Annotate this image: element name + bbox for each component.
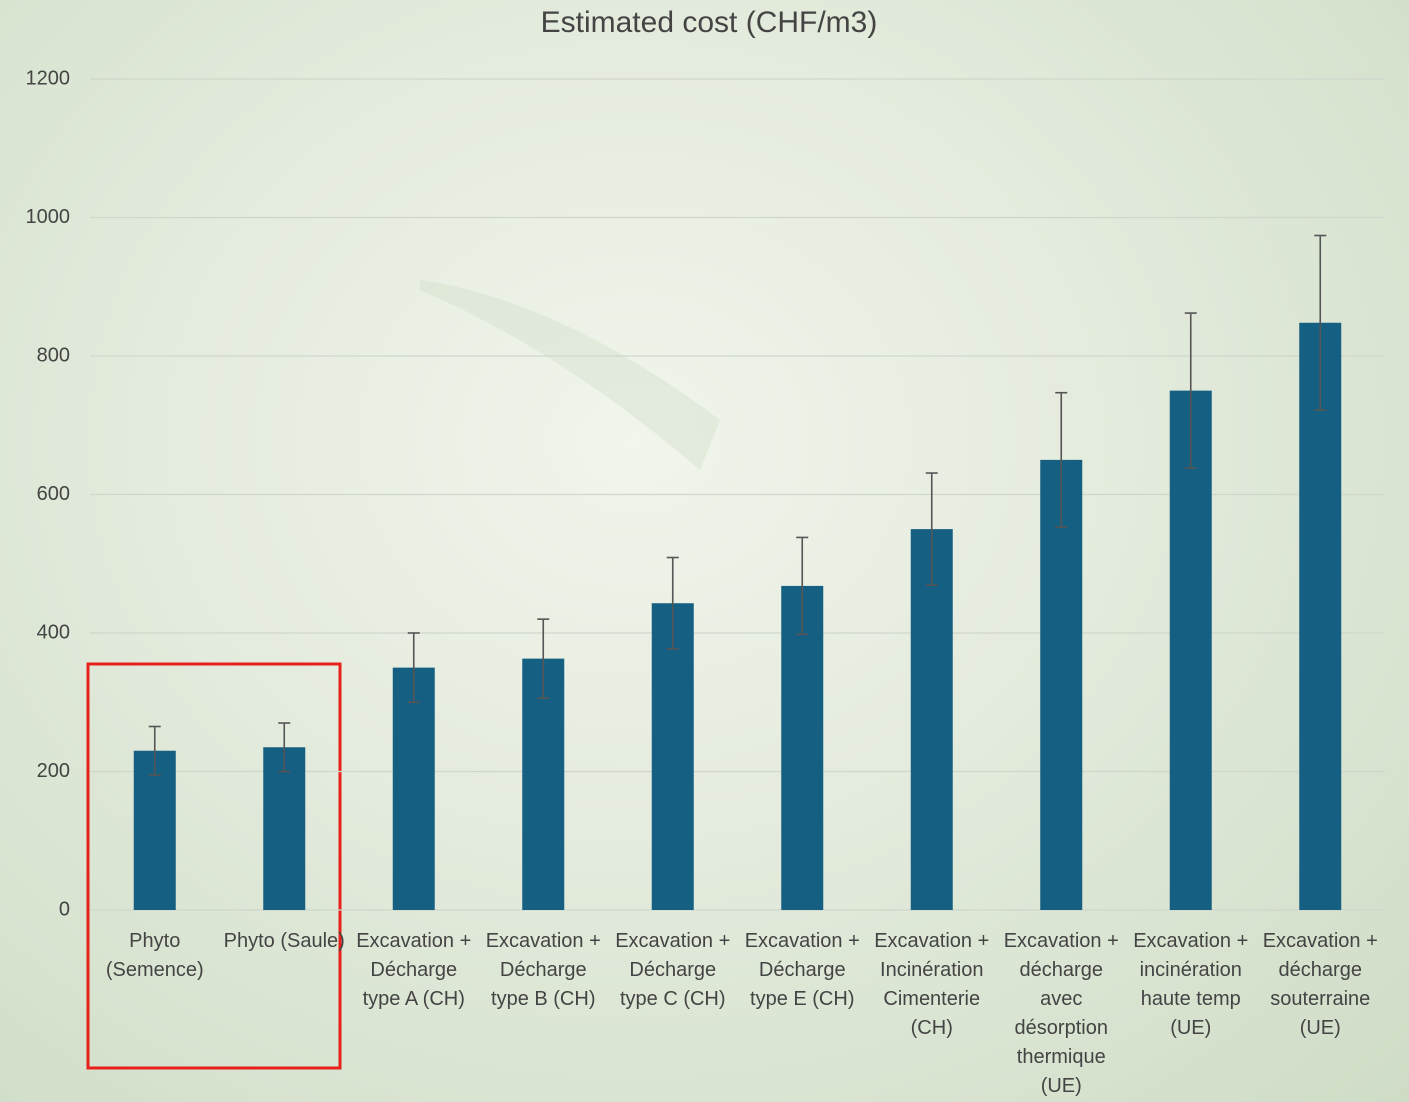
y-tick-label: 1200 (26, 67, 71, 89)
x-tick-label: Excavation + Décharge type A (CH) (350, 927, 478, 1014)
y-tick-label: 400 (37, 621, 70, 643)
bar (393, 668, 435, 910)
x-tick-label: Excavation + Décharge type B (CH) (479, 927, 607, 1014)
background-leaf (420, 280, 720, 470)
y-tick-label: 200 (37, 760, 70, 782)
x-tick-label: Excavation + décharge avec désorption th… (997, 927, 1125, 1101)
x-tick-label: Excavation + Décharge type E (CH) (738, 927, 866, 1014)
x-tick-label: Excavation + Décharge type C (CH) (609, 927, 737, 1014)
y-tick-label: 1000 (26, 206, 71, 228)
y-tick-label: 600 (37, 483, 70, 505)
x-tick-label: Excavation + Incinération Cimenterie (CH… (868, 927, 996, 1043)
chart: Estimated cost (CHF/m3) 0 200 400 600 800 100… (0, 0, 1409, 1102)
x-tick-label: Phyto (Semence) (91, 927, 219, 985)
bar (1299, 323, 1341, 910)
x-tick-label: Phyto (Saule) (220, 927, 348, 956)
y-tick-label: 800 (37, 344, 70, 366)
chart-title: Estimated cost (CHF/m3) (541, 6, 878, 39)
bar (911, 529, 953, 910)
x-tick-label: Excavation + incinération haute temp (UE… (1127, 927, 1255, 1043)
x-tick-label: Excavation + décharge souterraine (UE) (1256, 927, 1384, 1043)
y-tick-label: 0 (59, 898, 70, 920)
